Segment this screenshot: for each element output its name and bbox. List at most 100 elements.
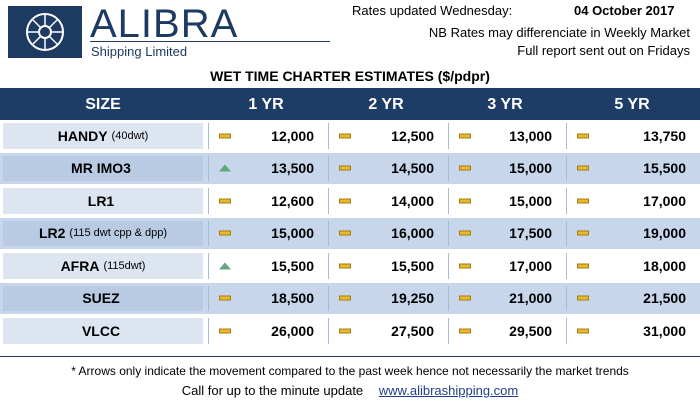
vessel-name: AFRA: [60, 257, 100, 274]
rate-cell: 14,500: [328, 155, 444, 181]
rate-value: 26,000: [271, 322, 314, 339]
unchanged-icon: [339, 133, 351, 139]
size-cell: AFRA (115dwt): [3, 253, 203, 279]
rate-cell: 13,750: [566, 123, 696, 149]
rate-cell: 15,500: [208, 253, 324, 279]
rate-value: 15,000: [509, 192, 552, 209]
vessel-detail: (40dwt): [111, 129, 149, 142]
rate-cell: 19,000: [566, 220, 696, 246]
rate-cell: 12,000: [208, 123, 324, 149]
vessel-name: HANDY: [57, 127, 108, 144]
unchanged-icon: [459, 133, 471, 139]
rate-value: 13,750: [643, 127, 686, 144]
vessel-name: SUEZ: [82, 290, 120, 307]
rate-value: 18,000: [643, 257, 686, 274]
note-rates: NB Rates may differenciate in Weekly Mar…: [428, 25, 690, 40]
rate-value: 21,500: [643, 290, 686, 307]
arrow-up-icon: [219, 262, 231, 270]
vessel-name: VLCC: [81, 322, 121, 339]
rate-cell: 21,500: [566, 285, 696, 311]
rate-cell: 14,000: [328, 188, 444, 214]
unchanged-icon: [459, 165, 471, 171]
rate-cell: 15,000: [448, 155, 562, 181]
unchanged-icon: [339, 263, 351, 269]
unchanged-icon: [219, 230, 231, 236]
rate-cell: 19,250: [328, 285, 444, 311]
rate-cell: 27,500: [328, 318, 444, 344]
rate-cell: 15,000: [208, 220, 324, 246]
rate-cell: 16,000: [328, 220, 444, 246]
unchanged-icon: [339, 295, 351, 301]
table-row: VLCC 26,000 27,500 29,500 31,000: [0, 315, 700, 348]
unchanged-icon: [339, 230, 351, 236]
rate-value: 19,000: [643, 225, 686, 242]
rate-value: 21,000: [509, 290, 552, 307]
vessel-name: LR1: [87, 192, 115, 209]
rate-value: 15,500: [271, 257, 314, 274]
call-text: Call for up to the minute update: [181, 383, 364, 398]
unchanged-icon: [339, 328, 351, 334]
unchanged-icon: [577, 198, 589, 204]
rate-value: 14,500: [391, 160, 434, 177]
rate-cell: 17,000: [566, 188, 696, 214]
rate-value: 17,000: [643, 192, 686, 209]
rate-cell: 15,500: [566, 155, 696, 181]
table-row: LR2 (115 dwt cpp & dpp) 15,000 16,000 17,500…: [0, 217, 700, 250]
footer-divider: [0, 356, 700, 357]
unchanged-icon: [577, 328, 589, 334]
unchanged-icon: [219, 295, 231, 301]
unchanged-icon: [459, 295, 471, 301]
rate-value: 13,500: [271, 160, 314, 177]
vessel-name: MR IMO3: [71, 160, 131, 177]
col-1yr: 1 YR: [248, 96, 284, 113]
rate-value: 15,500: [391, 257, 434, 274]
unchanged-icon: [577, 230, 589, 236]
unchanged-icon: [577, 263, 589, 269]
rate-value: 19,250: [391, 290, 434, 307]
unchanged-icon: [219, 198, 231, 204]
rate-cell: 18,000: [566, 253, 696, 279]
arrow-up-icon: [219, 164, 231, 172]
table-row: HANDY (40dwt) 12,000 12,500 13,000 13,750: [0, 120, 700, 153]
table-row: MR IMO3 13,500 14,500 15,000 15,500: [0, 152, 700, 185]
size-cell: MR IMO3: [3, 155, 203, 181]
table-header: SIZE 1 YR 2 YR 3 YR 5 YR: [0, 89, 700, 120]
unchanged-icon: [577, 133, 589, 139]
size-cell: VLCC: [3, 318, 203, 344]
rate-cell: 15,000: [448, 188, 562, 214]
brand-name: ALIBRA: [90, 2, 239, 46]
rate-value: 27,500: [391, 322, 434, 339]
size-cell: LR2 (115 dwt cpp & dpp): [3, 220, 203, 246]
website-link[interactable]: www.alibrashipping.com: [378, 383, 519, 398]
alibra-logo-icon: [8, 6, 82, 58]
vessel-detail: (115 dwt cpp & dpp): [69, 227, 168, 240]
unchanged-icon: [459, 198, 471, 204]
unchanged-icon: [339, 198, 351, 204]
rate-cell: 12,600: [208, 188, 324, 214]
rate-value: 14,000: [391, 192, 434, 209]
col-size: SIZE: [85, 96, 121, 113]
rate-cell: 31,000: [566, 318, 696, 344]
rate-value: 15,000: [271, 225, 314, 242]
table-title: WET TIME CHARTER ESTIMATES ($/pdpr): [0, 64, 700, 89]
rate-cell: 29,500: [448, 318, 562, 344]
rate-cell: 26,000: [208, 318, 324, 344]
rate-value: 15,500: [643, 160, 686, 177]
size-cell: LR1: [3, 188, 203, 214]
unchanged-icon: [459, 263, 471, 269]
rate-cell: 15,500: [328, 253, 444, 279]
rate-value: 12,500: [391, 127, 434, 144]
unchanged-icon: [219, 328, 231, 334]
brand-divider: [90, 41, 330, 42]
table-body: HANDY (40dwt) 12,000 12,500 13,000 13,750 MR I…: [0, 120, 700, 348]
size-cell: HANDY (40dwt): [3, 123, 203, 149]
rate-cell: 17,500: [448, 220, 562, 246]
rate-cell: 17,000: [448, 253, 562, 279]
rate-value: 12,000: [271, 127, 314, 144]
rate-value: 17,500: [509, 225, 552, 242]
size-cell: SUEZ: [3, 285, 203, 311]
col-2yr: 2 YR: [368, 96, 404, 113]
note-report: Full report sent out on Fridays: [517, 43, 690, 58]
footer-call: Call for up to the minute update www.ali…: [0, 383, 700, 398]
table-row: AFRA (115dwt) 15,500 15,500 17,000 18,000: [0, 250, 700, 283]
